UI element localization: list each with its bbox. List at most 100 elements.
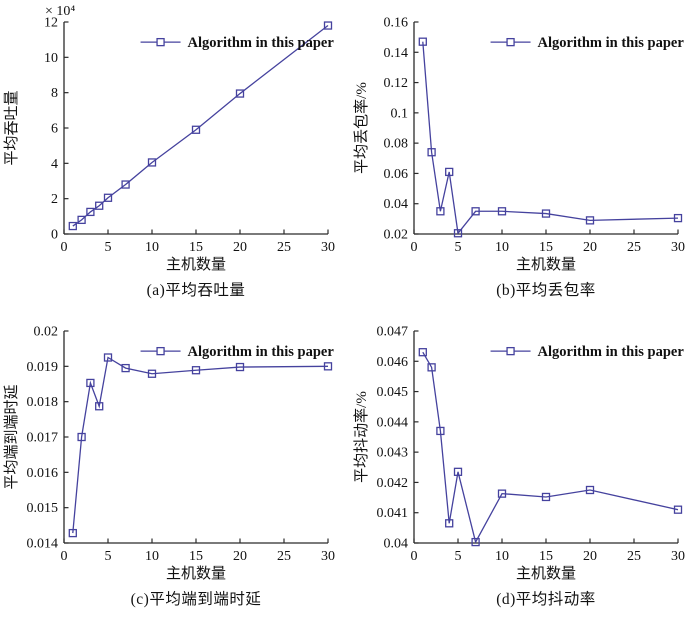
y-tick-label: 0.08 — [384, 137, 409, 152]
data-point-marker — [427, 148, 436, 157]
chart-a-plot: 0 5 10 15 20 25 30 0 2 4 6 8 10 12 主机数量 平均吞吐量 × 10⁴ Algor… — [3, 4, 335, 273]
y-tick-label: 0.041 — [377, 506, 409, 521]
x-tick-label: 25 — [277, 549, 291, 564]
x-tick-label: 10 — [145, 240, 159, 255]
y-axis-label: 平均抖动率/% — [353, 391, 370, 483]
data-point-marker — [77, 215, 86, 225]
x-tick-label: 15 — [189, 240, 203, 255]
y-tick-label: 0.14 — [384, 46, 409, 61]
series-line — [422, 41, 679, 235]
y-tick-label: 10 — [44, 51, 58, 66]
x-tick-label: 25 — [627, 240, 641, 255]
series-line — [422, 351, 679, 544]
legend-label: Algorithm in this paper — [188, 344, 335, 360]
y-tick-label: 6 — [51, 122, 58, 137]
x-tick-label: 0 — [411, 549, 418, 564]
x-tick-label: 10 — [495, 240, 509, 255]
x-tick-label: 5 — [105, 240, 112, 255]
y-tick-label: 0.04 — [384, 197, 409, 212]
legend-label: Algorithm in this paper — [538, 344, 685, 360]
x-tick-label: 20 — [583, 240, 597, 255]
data-point-marker — [95, 402, 104, 411]
y-tick-label: 0.043 — [377, 446, 409, 461]
data-point-marker — [436, 207, 445, 216]
y-tick-label: 0.046 — [377, 355, 409, 370]
y-tick-label: 0.047 — [377, 325, 409, 340]
x-tick-label: 30 — [671, 240, 685, 255]
data-point-marker — [68, 528, 77, 538]
data-point-marker — [445, 519, 454, 528]
x-axis-label: 主机数量 — [166, 565, 226, 582]
chart-c-plot: 0 5 10 15 20 25 30 0.014 0.015 0.016 0.017 0.018 0.0… — [3, 325, 335, 583]
x-tick-label: 15 — [189, 549, 203, 564]
data-point-marker — [673, 213, 683, 223]
y-tick-label: 12 — [44, 16, 58, 31]
y-tick-label: 0.019 — [27, 360, 59, 375]
data-point-marker — [121, 363, 130, 373]
x-axis-label: 主机数量 — [516, 565, 576, 582]
chart-a-average-throughput: 0 5 10 15 20 25 30 0 2 4 6 8 10 12 主机数量 平均吞吐量 × 10⁴ Algor… — [0, 0, 350, 309]
data-point-marker — [585, 216, 595, 225]
series-line — [72, 356, 329, 534]
y-axis-label: 平均端到端时延 — [3, 384, 20, 489]
chart-b-caption: (b)平均丢包率 — [496, 282, 596, 299]
x-tick-label: 0 — [61, 240, 68, 255]
y-tick-label: 0 — [51, 228, 58, 243]
data-point-marker — [86, 207, 95, 217]
data-point-marker — [436, 426, 445, 436]
data-point-marker — [541, 209, 551, 218]
data-point-marker — [427, 363, 436, 372]
legend-marker — [506, 37, 515, 47]
data-point-marker — [191, 366, 201, 375]
y-tick-label: 4 — [51, 157, 58, 172]
data-point-marker — [453, 229, 463, 238]
data-point-marker — [191, 125, 201, 134]
x-tick-label: 20 — [233, 240, 247, 255]
data-point-marker — [471, 207, 480, 216]
chart-b-average-packet-loss: 0 5 10 15 20 25 30 0.02 0.04 0.06 0.08 0.1 0.12 0.14 0… — [350, 0, 700, 309]
y-tick-label: 0.014 — [27, 537, 59, 552]
legend-marker — [156, 346, 165, 356]
data-point-marker — [418, 348, 427, 357]
data-point-marker — [323, 362, 333, 371]
y-tick-label: 2 — [51, 192, 58, 207]
data-point-marker — [673, 505, 683, 514]
data-point-marker — [77, 432, 86, 442]
legend-marker — [156, 37, 165, 47]
data-point-marker — [471, 537, 480, 547]
data-point-marker — [68, 221, 77, 231]
data-point-marker — [497, 489, 507, 498]
y-tick-label: 0.044 — [377, 415, 409, 430]
y-tick-label: 0.02 — [34, 325, 59, 340]
data-point-marker — [103, 193, 113, 202]
x-tick-label: 30 — [321, 549, 335, 564]
y-tick-label: 0.017 — [27, 431, 59, 446]
x-tick-label: 30 — [321, 240, 335, 255]
x-tick-label: 25 — [627, 549, 641, 564]
data-point-marker — [95, 201, 104, 210]
axis-offset-label: × 10⁴ — [45, 4, 75, 19]
x-tick-label: 15 — [539, 549, 553, 564]
chart-a-caption: (a)平均吞吐量 — [146, 282, 246, 299]
x-tick-label: 30 — [671, 549, 685, 564]
chart-b-plot: 0 5 10 15 20 25 30 0.02 0.04 0.06 0.08 0.1 0.12 0.14 0… — [353, 16, 685, 274]
chart-d-caption: (d)平均抖动率 — [496, 591, 596, 608]
chart-c-caption: (c)平均端到端时延 — [130, 591, 262, 608]
x-tick-label: 0 — [411, 240, 418, 255]
y-tick-label: 0.16 — [384, 16, 409, 31]
x-tick-label: 10 — [495, 549, 509, 564]
y-tick-label: 8 — [51, 86, 58, 101]
y-tick-label: 0.018 — [27, 395, 59, 410]
x-tick-label: 10 — [145, 549, 159, 564]
y-tick-label: 0.045 — [377, 385, 409, 400]
data-point-marker — [147, 369, 157, 378]
chart-d-average-jitter-rate: 0 5 10 15 20 25 30 0.04 0.041 0.042 0.043 0.044 0.04… — [350, 309, 700, 618]
legend-marker — [506, 346, 515, 356]
y-tick-label: 0.042 — [377, 476, 409, 491]
x-tick-label: 20 — [583, 549, 597, 564]
data-point-marker — [585, 485, 595, 495]
x-tick-label: 20 — [233, 549, 247, 564]
x-axis-label: 主机数量 — [516, 256, 576, 273]
data-point-marker — [103, 353, 113, 362]
